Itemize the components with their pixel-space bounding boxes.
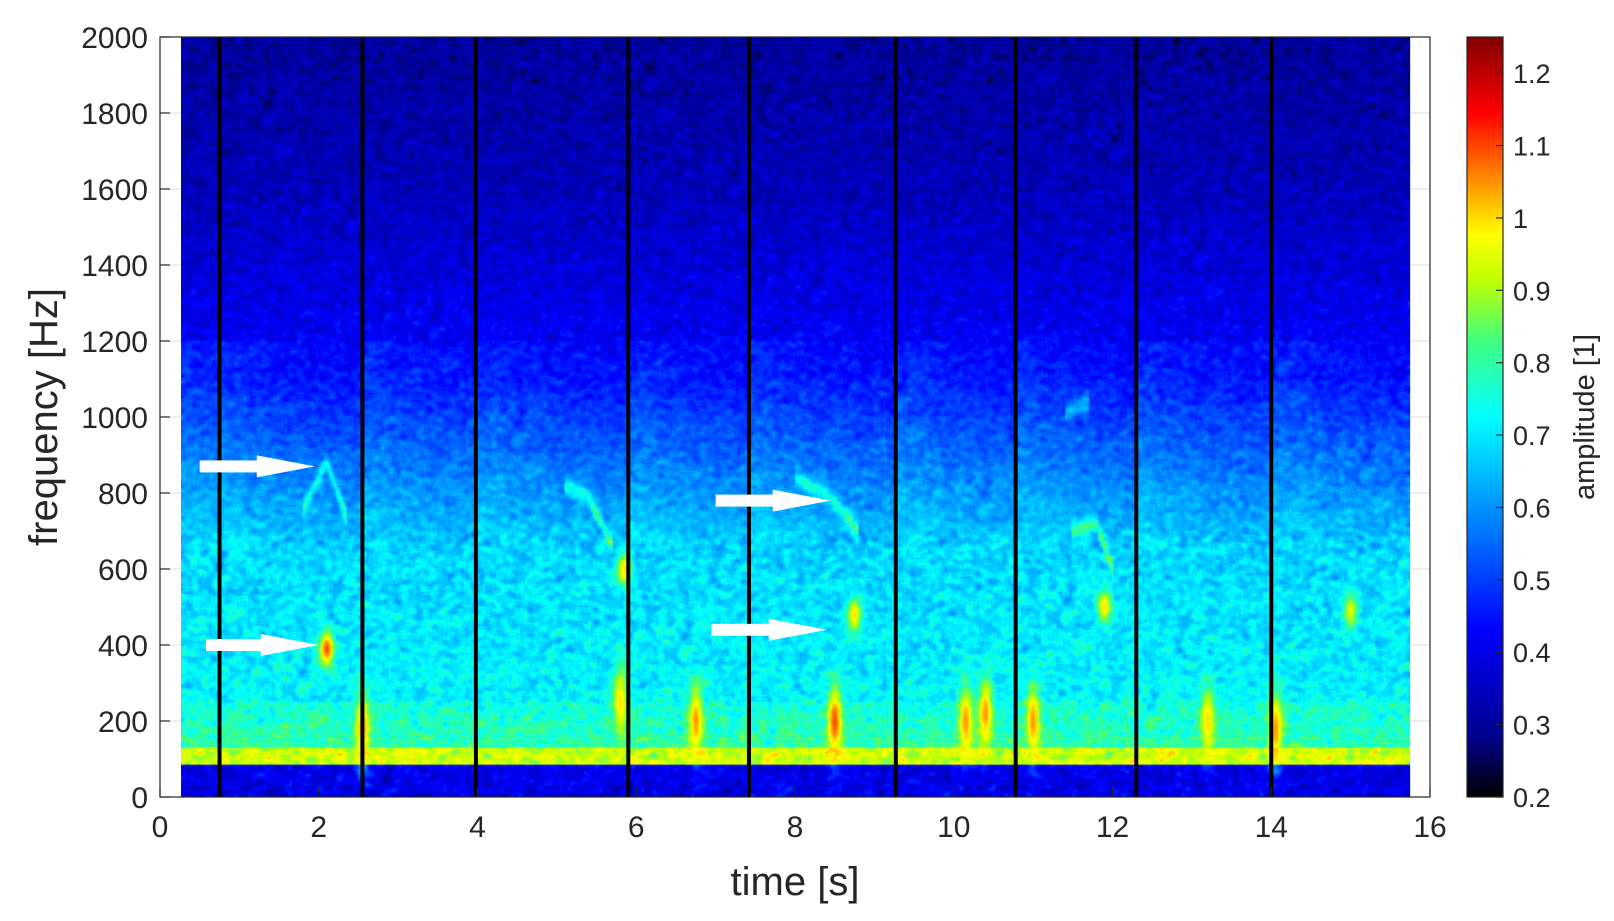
colorbar-tick-label: 0.3: [1513, 711, 1551, 741]
annotation-arrow: [711, 618, 827, 641]
colorbar-label: amplitude [1]: [1569, 334, 1601, 500]
colorbar-tick-label: 1.2: [1513, 59, 1551, 89]
x-tick-label: 14: [1255, 811, 1288, 844]
x-axis-label: time [s]: [731, 860, 860, 904]
y-tick-label: 1400: [81, 250, 148, 283]
y-tick-label: 1800: [81, 98, 148, 131]
colorbar-gradient: [1467, 37, 1503, 797]
y-tick-label: 400: [98, 630, 148, 663]
y-tick-label: 800: [98, 478, 148, 511]
y-axis-label: frequency [Hz]: [22, 288, 66, 546]
spectrogram-image: [181, 37, 1411, 797]
x-tick-label: 0: [152, 811, 169, 844]
colorbar-tick-label: 0.9: [1513, 276, 1551, 306]
x-tick-label: 4: [469, 811, 486, 844]
colorbar-tick-label: 0.4: [1513, 638, 1551, 668]
x-tick-label: 8: [787, 811, 804, 844]
colorbar-ticks: 0.2 0.3 0.4 0.5 0.6 0.7 0.8 0.9 1 1.1 1.2: [1496, 59, 1551, 813]
annotation-arrow: [199, 455, 315, 478]
annotation-arrow: [715, 489, 831, 512]
colorbar-tick-label: 0.5: [1513, 566, 1551, 596]
y-axis: 0 200 400 600 800 1000 1200 1400 1600 1800 2000: [81, 22, 170, 815]
x-tick-label: 12: [1096, 811, 1129, 844]
x-tick-label: 10: [937, 811, 970, 844]
colorbar-tick-label: 0.2: [1513, 783, 1551, 813]
colorbar-tick-label: 0.7: [1513, 421, 1551, 451]
colorbar-frame: [1466, 36, 1504, 798]
x-tick-label: 16: [1413, 811, 1446, 844]
annotation-arrow: [206, 634, 319, 656]
colorbar-tick-label: 0.6: [1513, 493, 1551, 523]
y-tick-label: 0: [131, 782, 148, 815]
x-tick-label: 6: [628, 811, 645, 844]
annotation-arrows: [199, 455, 831, 656]
x-axis: 0 2 4 6 8 10 12 14 16: [152, 787, 1447, 844]
colorbar-tick-label: 1: [1513, 204, 1528, 234]
y-tick-label: 2000: [81, 22, 148, 55]
y-tick-label: 1600: [81, 174, 148, 207]
x-tick-label: 2: [310, 811, 327, 844]
y-tick-label: 600: [98, 554, 148, 587]
segment-boundaries: [217, 37, 1274, 797]
plot-area: [159, 36, 1431, 798]
colorbar: 0.2 0.3 0.4 0.5 0.6 0.7 0.8 0.9 1 1.1 1.2 amplitud…: [1466, 36, 1601, 813]
y-tick-label: 1200: [81, 326, 148, 359]
colorbar-tick-label: 0.8: [1513, 349, 1551, 379]
colorbar-tick-label: 1.1: [1513, 132, 1551, 162]
y-tick-label: 1000: [81, 402, 148, 435]
spectrogram-raster: [181, 37, 1411, 797]
y-tick-label: 200: [98, 706, 148, 739]
